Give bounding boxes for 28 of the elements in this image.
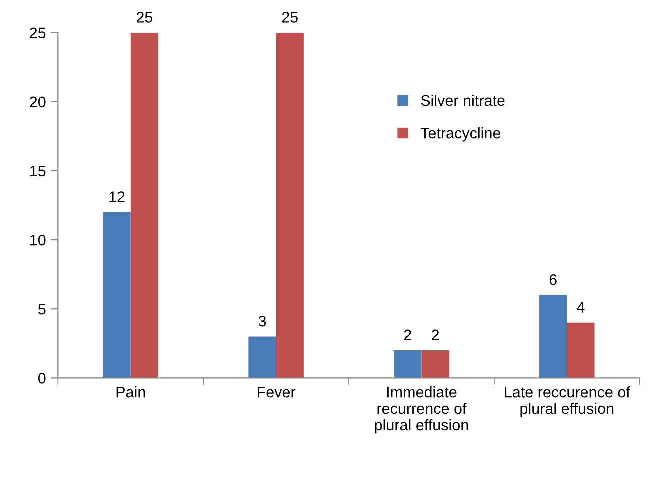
bar — [276, 32, 304, 378]
data-label: 25 — [136, 12, 153, 23]
data-label: 4 — [577, 302, 585, 313]
x-tick-label: Immediate recurrence of plural effusion — [375, 386, 468, 434]
x-tick-label: Fever — [258, 387, 296, 398]
data-label: 12 — [110, 192, 125, 202]
bar — [248, 336, 276, 378]
x-tick-label: Pain — [116, 386, 146, 398]
data-label: 6 — [550, 274, 557, 286]
bar — [567, 322, 595, 378]
data-label: 3 — [258, 316, 266, 327]
bar — [540, 295, 568, 378]
bar — [422, 350, 450, 378]
y-tick-label: 15 — [30, 166, 46, 177]
y-tick-label: 25 — [30, 28, 46, 39]
bar — [394, 350, 422, 378]
legend-label: Tetracycline — [420, 128, 501, 142]
data-label: 2 — [404, 330, 412, 340]
bar — [103, 212, 131, 378]
y-tick-label: 10 — [30, 234, 46, 246]
legend-label: Silver nitrate — [421, 94, 505, 106]
y-tick-label: 20 — [30, 96, 46, 108]
x-tick-label: Late reccurence of plural effusion — [505, 386, 630, 418]
data-label: 2 — [432, 330, 440, 340]
data-label: 25 — [282, 12, 298, 23]
y-tick-label: 5 — [38, 304, 46, 315]
y-tick-label: 0 — [38, 373, 46, 384]
bar — [130, 32, 159, 378]
